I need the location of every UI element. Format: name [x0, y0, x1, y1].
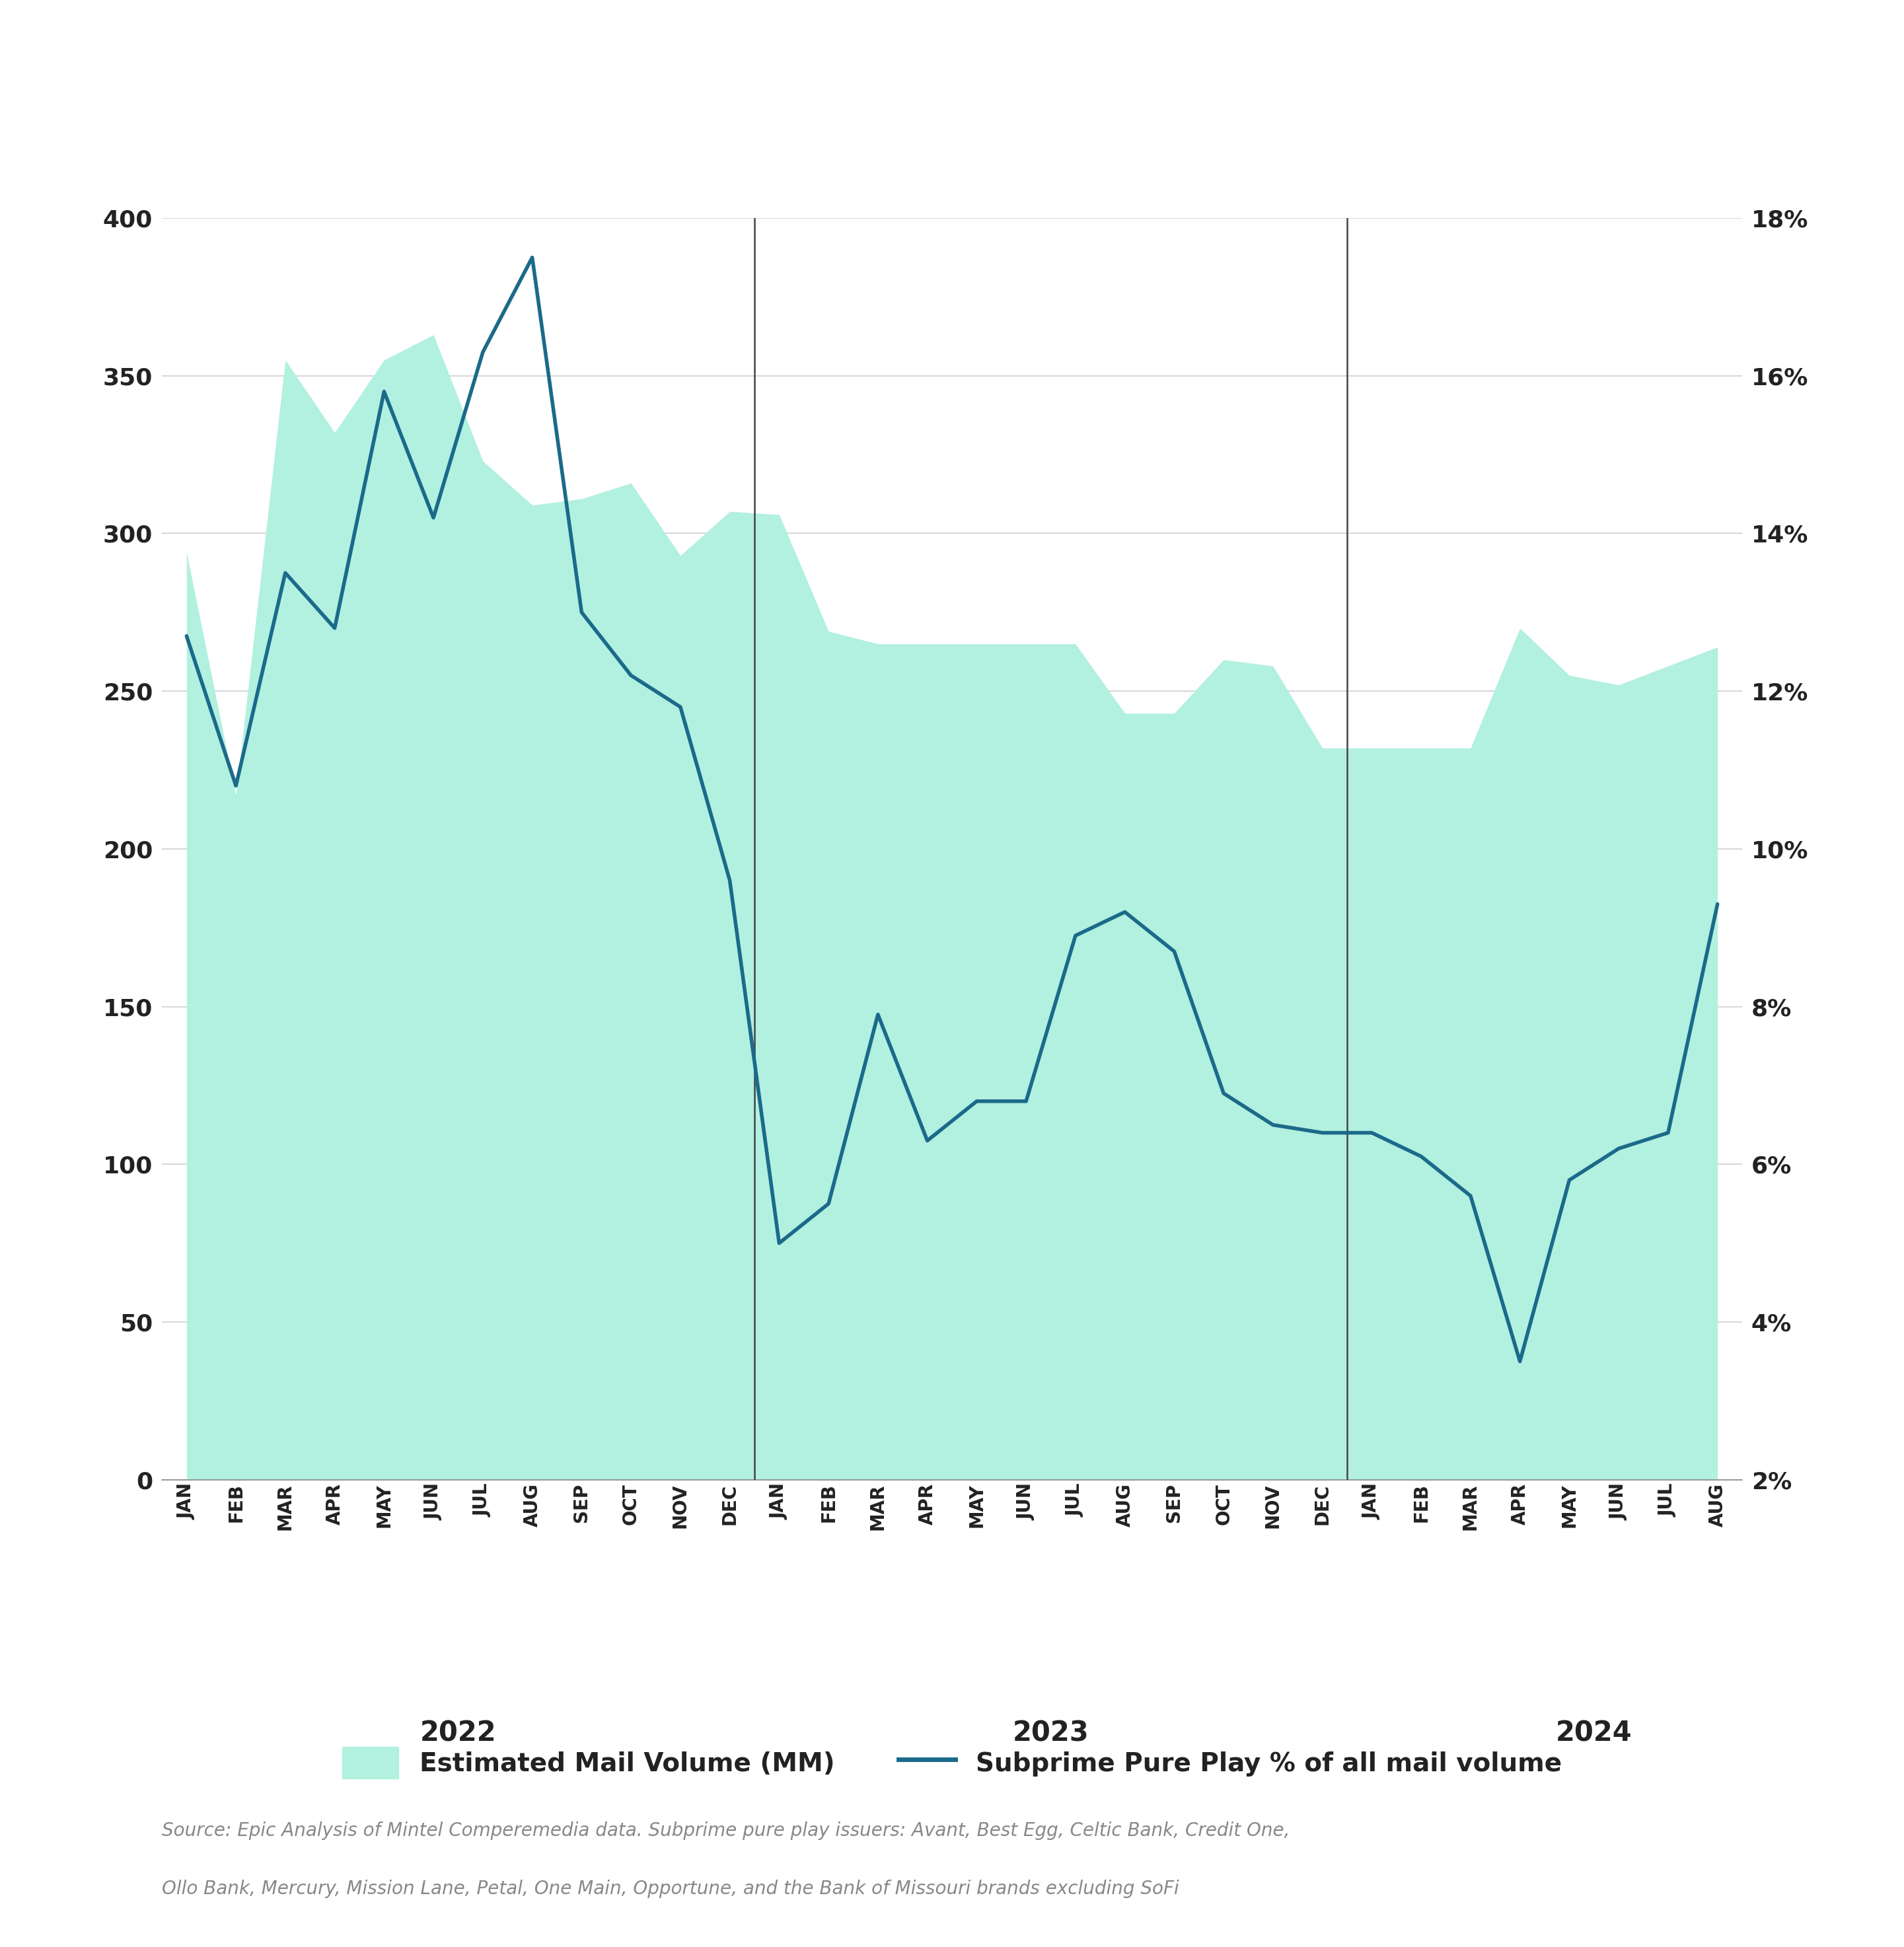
Text: CREDIT CARD - SUBPRIME PURE PLAY BY MONTH: CREDIT CARD - SUBPRIME PURE PLAY BY MONT…	[95, 45, 1546, 95]
Legend: Estimated Mail Volume (MM), Subprime Pure Play % of all mail volume: Estimated Mail Volume (MM), Subprime Pur…	[331, 1737, 1573, 1789]
Text: Ollo Bank, Mercury, Mission Lane, Petal, One Main, Opportune, and the Bank of Mi: Ollo Bank, Mercury, Mission Lane, Petal,…	[162, 1879, 1179, 1898]
Text: 2022: 2022	[421, 1719, 497, 1746]
Text: Source: Epic Analysis of Mintel Comperemedia data. Subprime pure play issuers: A: Source: Epic Analysis of Mintel Comperem…	[162, 1820, 1289, 1840]
Text: 2024: 2024	[1556, 1719, 1632, 1746]
Text: 2023: 2023	[1013, 1719, 1089, 1746]
